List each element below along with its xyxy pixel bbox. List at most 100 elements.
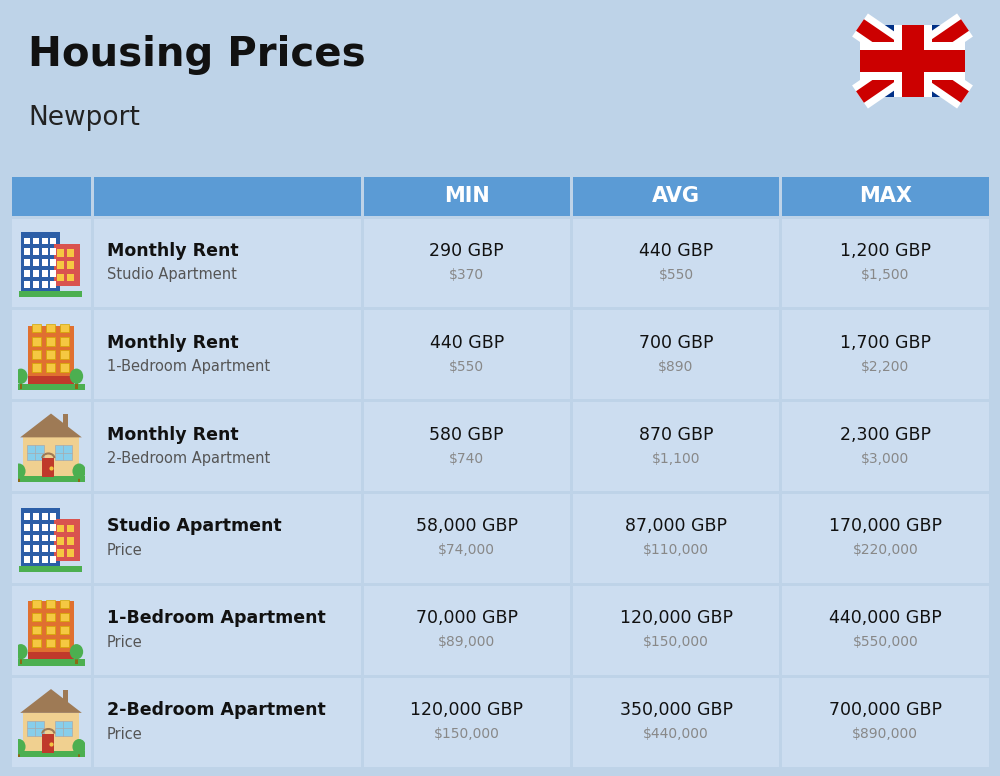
Bar (32, 337, 41, 345)
Text: $550: $550 (449, 360, 484, 374)
Bar (364, 494, 570, 583)
Bar (57, 537, 64, 545)
Bar (57, 549, 64, 557)
Text: $220,000: $220,000 (852, 543, 918, 557)
Text: 120,000 GBP: 120,000 GBP (620, 609, 732, 627)
Bar (24, 248, 30, 255)
Circle shape (12, 739, 26, 754)
Bar (24, 259, 30, 266)
Bar (42, 458, 54, 477)
Bar (19, 290, 82, 296)
Text: 120,000 GBP: 120,000 GBP (410, 702, 523, 719)
Circle shape (12, 463, 26, 479)
Bar (33, 281, 39, 287)
Bar (33, 535, 39, 542)
Bar (46, 324, 55, 332)
Bar (28, 376, 74, 386)
Bar (50, 248, 56, 255)
Text: Monthly Rent: Monthly Rent (107, 426, 239, 444)
Bar (60, 625, 69, 634)
Bar (12, 586, 90, 674)
Bar (67, 249, 74, 257)
Bar (27, 721, 44, 736)
Bar (24, 237, 30, 244)
Bar (12, 310, 90, 399)
Bar (573, 494, 779, 583)
Text: MIN: MIN (444, 186, 490, 206)
Bar (46, 337, 55, 345)
Bar (573, 586, 779, 674)
Bar (24, 546, 30, 553)
Bar (782, 494, 989, 583)
Circle shape (70, 369, 83, 384)
Bar (32, 350, 41, 359)
Text: $440,000: $440,000 (643, 727, 709, 741)
Bar (60, 639, 69, 647)
Bar (78, 474, 80, 482)
Text: $110,000: $110,000 (643, 543, 709, 557)
Bar (33, 556, 39, 563)
Bar (50, 524, 56, 531)
Bar (32, 324, 41, 332)
Bar (67, 525, 74, 532)
Bar (24, 535, 30, 542)
Text: $3,000: $3,000 (861, 452, 909, 466)
Bar (32, 363, 41, 372)
Bar (57, 262, 64, 269)
Bar (33, 248, 39, 255)
Bar (24, 556, 30, 563)
Bar (23, 713, 79, 753)
Bar (42, 281, 48, 287)
Bar (24, 513, 30, 520)
Bar (19, 566, 82, 572)
Text: $89,000: $89,000 (438, 636, 495, 650)
Bar (782, 176, 989, 216)
Bar (24, 281, 30, 287)
Text: 2-Bedroom Apartment: 2-Bedroom Apartment (107, 702, 326, 719)
Bar (55, 445, 72, 460)
Circle shape (72, 739, 86, 754)
Text: $550,000: $550,000 (852, 636, 918, 650)
Bar (364, 677, 570, 767)
Bar (12, 402, 90, 491)
Bar (573, 310, 779, 399)
Bar (364, 176, 570, 216)
Bar (18, 384, 84, 390)
Bar (33, 524, 39, 531)
Bar (42, 259, 48, 266)
Text: Price: Price (107, 726, 143, 742)
Bar (94, 310, 360, 399)
Bar (28, 601, 74, 661)
Bar (12, 677, 90, 767)
Bar (782, 677, 989, 767)
Bar (46, 625, 55, 634)
Bar (42, 270, 48, 277)
Bar (573, 219, 779, 307)
Text: $150,000: $150,000 (643, 636, 709, 650)
Text: $370: $370 (449, 268, 484, 282)
Text: 58,000 GBP: 58,000 GBP (416, 518, 518, 535)
Bar (18, 474, 20, 482)
Bar (50, 259, 56, 266)
Text: 440,000 GBP: 440,000 GBP (829, 609, 942, 627)
Bar (18, 476, 84, 482)
Bar (20, 379, 22, 389)
Text: 2-Bedroom Apartment: 2-Bedroom Apartment (107, 451, 270, 466)
Text: 580 GBP: 580 GBP (429, 426, 504, 444)
Bar (57, 525, 64, 532)
Text: $1,100: $1,100 (652, 452, 700, 466)
Bar (12, 219, 90, 307)
Bar (50, 535, 56, 542)
Bar (782, 219, 989, 307)
Text: 440 GBP: 440 GBP (430, 334, 504, 352)
Text: 170,000 GBP: 170,000 GBP (829, 518, 942, 535)
Bar (67, 549, 74, 557)
Text: Studio Apartment: Studio Apartment (107, 518, 282, 535)
Text: $890: $890 (658, 360, 694, 374)
Text: Newport: Newport (28, 105, 140, 131)
Bar (782, 586, 989, 674)
Bar (94, 494, 360, 583)
Circle shape (14, 369, 28, 384)
Bar (60, 612, 69, 621)
Bar (782, 402, 989, 491)
